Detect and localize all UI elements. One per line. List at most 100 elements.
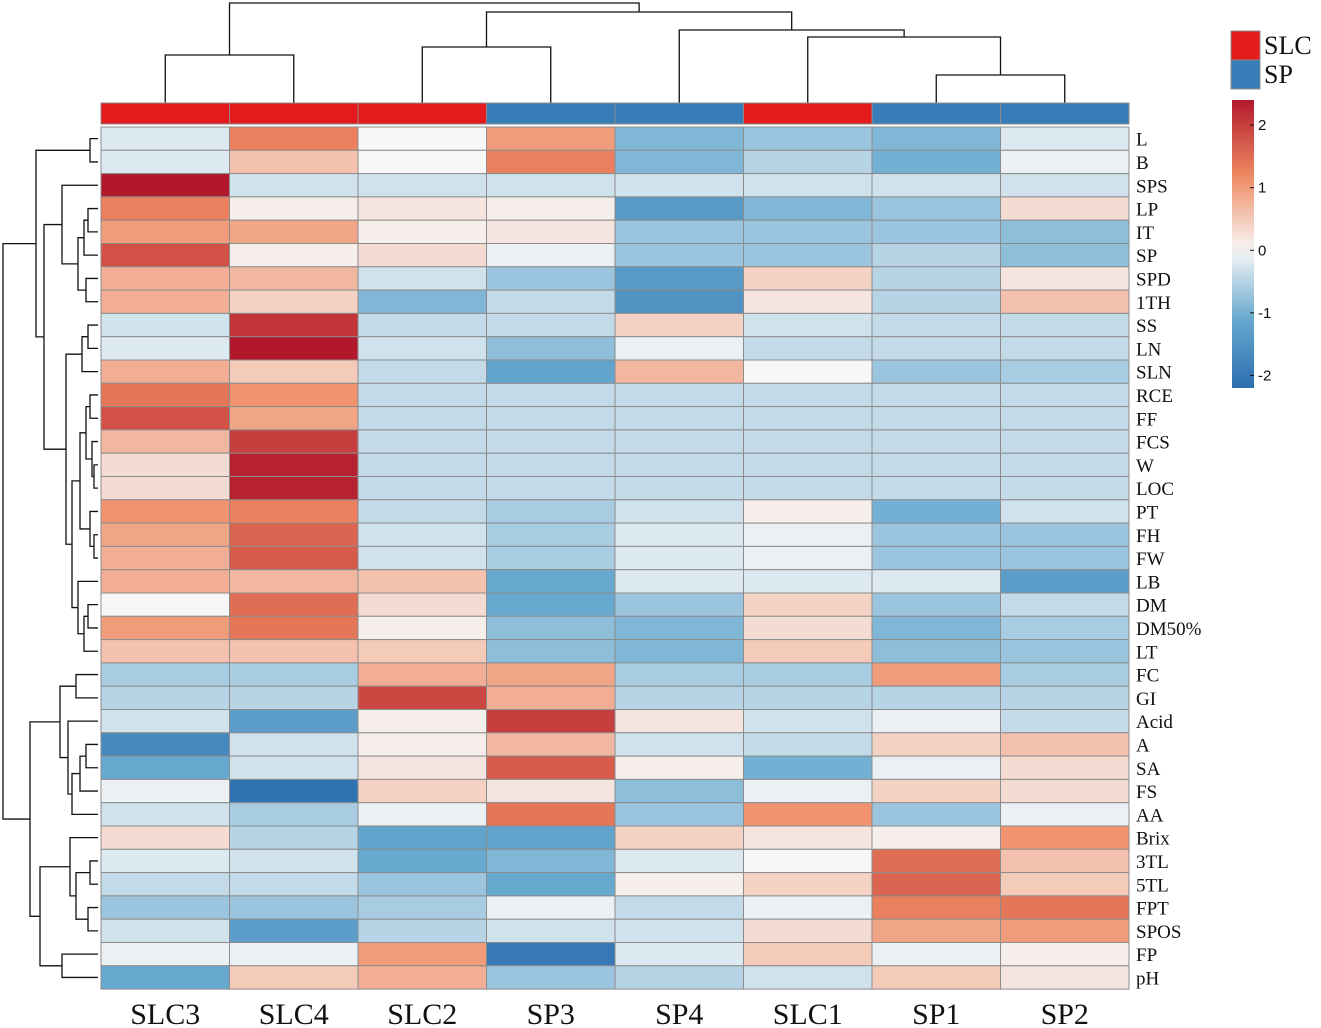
colorbar-tick-label: 2 bbox=[1258, 117, 1266, 134]
row-label: SLN bbox=[1136, 363, 1172, 384]
heatmap-cell bbox=[100, 499, 230, 524]
heatmap-cell bbox=[743, 709, 873, 734]
column-dendrogram-link bbox=[678, 29, 905, 103]
group-annotation-cell bbox=[486, 102, 616, 125]
heatmap-cell bbox=[1000, 848, 1130, 874]
heatmap-cell bbox=[100, 639, 230, 664]
row-dendrogram-link bbox=[61, 184, 98, 265]
group-annotation-cell bbox=[614, 102, 744, 125]
row-dendrogram-link bbox=[93, 464, 98, 489]
heatmap-cell bbox=[486, 173, 616, 198]
heatmap-cell bbox=[100, 336, 230, 361]
heatmap-cell bbox=[743, 942, 873, 967]
heatmap-cell bbox=[486, 499, 616, 524]
heatmap-cell bbox=[743, 359, 873, 384]
heatmap-cell bbox=[486, 755, 616, 780]
row-dendrogram-link bbox=[75, 673, 98, 699]
heatmap-cell bbox=[357, 685, 487, 711]
heatmap-cell bbox=[614, 685, 744, 711]
row-dendrogram-link bbox=[93, 534, 98, 559]
heatmap-cell bbox=[1000, 662, 1130, 687]
row-label: AA bbox=[1136, 805, 1164, 826]
row-label: IT bbox=[1136, 223, 1154, 244]
heatmap-cell bbox=[486, 732, 616, 757]
heatmap-cell bbox=[486, 615, 616, 641]
heatmap-cell bbox=[100, 848, 230, 874]
heatmap-cell bbox=[229, 499, 359, 524]
heatmap-cell bbox=[100, 685, 230, 711]
heatmap-cell bbox=[486, 942, 616, 967]
heatmap-cell bbox=[743, 545, 873, 571]
heatmap-cell bbox=[486, 848, 616, 874]
heatmap-cell bbox=[229, 965, 359, 990]
column-label: SLC4 bbox=[259, 998, 329, 1028]
heatmap-cell bbox=[614, 755, 744, 780]
heatmap-cell bbox=[486, 872, 616, 897]
heatmap-cell bbox=[614, 429, 744, 454]
heatmap-cell bbox=[1000, 965, 1130, 990]
heatmap-cell bbox=[229, 429, 359, 454]
heatmap-cell bbox=[357, 196, 487, 221]
heatmap-cell bbox=[100, 942, 230, 967]
heatmap-cell bbox=[871, 965, 1001, 990]
row-label: LT bbox=[1136, 642, 1158, 663]
row-dendrogram-link bbox=[79, 755, 98, 792]
heatmap-cell bbox=[100, 359, 230, 384]
row-label: A bbox=[1136, 735, 1150, 756]
heatmap-cell bbox=[229, 569, 359, 594]
heatmap-cell bbox=[614, 592, 744, 617]
row-label: B bbox=[1136, 153, 1149, 174]
heatmap-cell bbox=[1000, 685, 1130, 711]
heatmap-cell bbox=[871, 872, 1001, 897]
heatmap-cell bbox=[1000, 569, 1130, 594]
heatmap-cell bbox=[1000, 545, 1130, 571]
heatmap-cell bbox=[614, 149, 744, 175]
heatmap-cell bbox=[871, 778, 1001, 804]
heatmap-cell bbox=[743, 522, 873, 547]
column-dendrogram-link bbox=[935, 74, 1066, 103]
column-dendrogram-link bbox=[807, 36, 1002, 103]
row-dendrogram-link bbox=[87, 906, 98, 932]
heatmap-cell bbox=[100, 266, 230, 291]
heatmap-cell bbox=[871, 685, 1001, 711]
heatmap-cell bbox=[1000, 755, 1130, 780]
heatmap-cell bbox=[743, 825, 873, 850]
heatmap-cell bbox=[357, 592, 487, 617]
heatmap-cell bbox=[614, 126, 744, 151]
heatmap-cell bbox=[743, 848, 873, 874]
heatmap-cell bbox=[486, 382, 616, 408]
heatmap-cell bbox=[229, 149, 359, 175]
heatmap-cell bbox=[229, 592, 359, 617]
row-dendrogram-link bbox=[43, 223, 66, 450]
heatmap-cell bbox=[357, 522, 487, 547]
colorbar-tick-label: 0 bbox=[1258, 242, 1266, 259]
heatmap-cell bbox=[1000, 639, 1130, 664]
heatmap-cell bbox=[229, 196, 359, 221]
heatmap-cell bbox=[229, 709, 359, 734]
heatmap-cell bbox=[100, 732, 230, 757]
heatmap-cell bbox=[614, 709, 744, 734]
heatmap-cell bbox=[1000, 709, 1130, 734]
heatmap-cell bbox=[743, 592, 873, 617]
heatmap-cell bbox=[229, 662, 359, 687]
heatmap-cell bbox=[229, 942, 359, 967]
column-label: SLC2 bbox=[387, 998, 457, 1028]
row-label: FH bbox=[1136, 526, 1161, 547]
heatmap-cell bbox=[871, 802, 1001, 827]
heatmap-cell bbox=[357, 755, 487, 780]
heatmap-cell bbox=[357, 872, 487, 897]
heatmap-cell bbox=[229, 406, 359, 431]
heatmap-cell bbox=[357, 569, 487, 594]
heatmap-cell bbox=[743, 476, 873, 501]
heatmap-cell bbox=[743, 126, 873, 151]
heatmap-cell bbox=[743, 499, 873, 524]
row-dendrogram-link bbox=[39, 866, 70, 967]
heatmap-cell bbox=[100, 778, 230, 804]
heatmap-cell bbox=[614, 499, 744, 524]
heatmap-cell bbox=[1000, 196, 1130, 221]
row-dendrogram-link bbox=[83, 615, 98, 652]
heatmap-cell bbox=[1000, 312, 1130, 338]
heatmap-cell bbox=[486, 359, 616, 384]
heatmap-cell bbox=[357, 243, 487, 268]
heatmap-cell bbox=[357, 359, 487, 384]
